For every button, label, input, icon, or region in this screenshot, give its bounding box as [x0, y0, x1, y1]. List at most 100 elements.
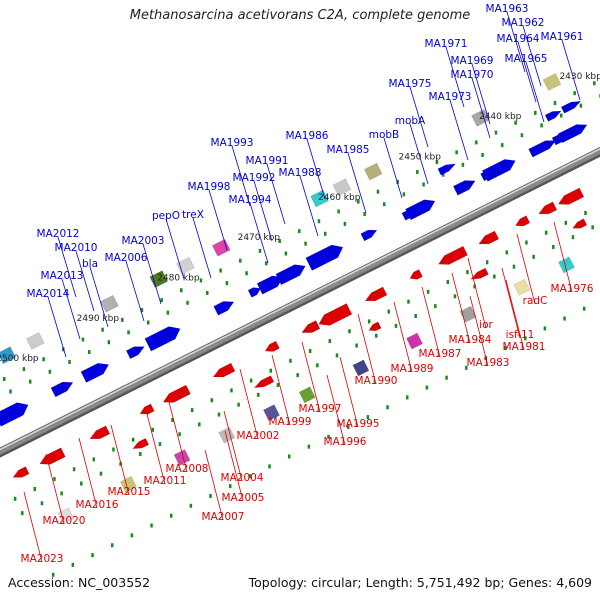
- gene-label: MA1995: [337, 418, 380, 430]
- label-leader-line: [506, 11, 526, 73]
- label-leader-line: [326, 374, 346, 446]
- gene-label: MA1991: [246, 155, 289, 167]
- track-dot: [445, 375, 448, 380]
- track-dot: [139, 451, 142, 456]
- reverse-gene-arrow: [470, 267, 489, 280]
- forward-gene-arrow: [125, 346, 145, 360]
- track-dot: [158, 442, 162, 447]
- track-dot: [560, 113, 563, 118]
- reverse-gene-arrow: [162, 384, 191, 403]
- tick-labels: 2430 kbp 2440 kbp 2450 kbp 2460 kbp 2470 kbp…: [0, 72, 600, 364]
- track-dot: [485, 260, 489, 265]
- forward-gene-box: [149, 270, 168, 288]
- track-dot: [455, 150, 458, 155]
- label-leader-line: [561, 39, 581, 101]
- track-dot: [112, 447, 115, 452]
- track-dot: [258, 248, 262, 253]
- track-dot: [101, 327, 104, 332]
- reverse-gene-arrow: [253, 375, 275, 389]
- forward-gene-box: [26, 332, 45, 350]
- gene-label: MA1963: [486, 3, 529, 15]
- gene-label: MA2016: [76, 499, 119, 511]
- track-dot: [453, 294, 457, 299]
- track-dot: [407, 299, 410, 304]
- reverse-gene-box: [459, 305, 477, 323]
- track-dot: [434, 304, 437, 309]
- track-dot: [60, 491, 63, 496]
- label-leader-line: [301, 341, 321, 413]
- track-dot: [375, 333, 378, 338]
- reverse-gene-arrow: [557, 187, 585, 205]
- gene-label: MA1973: [429, 91, 472, 103]
- track-dot: [284, 251, 288, 256]
- label-leader-line: [553, 221, 573, 293]
- track-dot: [62, 347, 65, 352]
- tick-label: 2440 kbp: [479, 112, 522, 122]
- gene-label: MA2014: [27, 288, 70, 300]
- label-leader-line: [451, 272, 471, 344]
- gene-label: MA2007: [202, 511, 245, 523]
- gene-label: MA1986: [286, 130, 329, 142]
- label-leader-line: [125, 260, 145, 322]
- track-dot: [402, 192, 406, 197]
- label-leader-line: [192, 217, 212, 279]
- reverse-gene-arrow: [301, 320, 321, 333]
- label-leader-line: [467, 257, 487, 329]
- reverse-gene-arrow: [264, 340, 280, 352]
- reverse-gene-arrow: [318, 303, 353, 326]
- track-dot: [367, 319, 371, 324]
- tick-label: 2500 kbp: [0, 354, 39, 364]
- track-dot: [323, 231, 327, 236]
- track-dot: [382, 202, 386, 207]
- track-dot: [245, 271, 248, 276]
- label-leaders: [23, 11, 581, 563]
- gene-label: MA1998: [188, 181, 231, 193]
- label-leader-line: [445, 46, 465, 108]
- tick-label: 2480 kbp: [157, 273, 200, 283]
- track-dot: [394, 323, 398, 328]
- gene-label: MA2011: [144, 475, 187, 487]
- track-dot: [337, 209, 340, 214]
- label-leader-line: [208, 189, 228, 251]
- reverse-gene-box: [406, 332, 423, 350]
- label-leader-line: [266, 163, 286, 225]
- forward-gene-box: [363, 162, 383, 181]
- track-dot: [475, 140, 478, 145]
- forward-gene-arrow: [305, 244, 344, 271]
- track-dot: [525, 240, 528, 245]
- tick-label: 2490 kbp: [77, 314, 120, 324]
- track-dot: [186, 300, 189, 305]
- track-dot: [225, 281, 229, 286]
- label-leader-line: [299, 175, 319, 237]
- gene-label: treX: [182, 209, 204, 221]
- label-leader-line: [306, 138, 326, 200]
- track-dot: [563, 316, 566, 321]
- track-dot: [228, 484, 232, 489]
- reverse-gene-box: [298, 386, 316, 404]
- tick-label: 2430 kbp: [559, 72, 600, 82]
- track-dot: [357, 199, 360, 204]
- track-dot: [150, 523, 153, 528]
- track-dot: [494, 130, 498, 135]
- track-dot: [22, 367, 26, 372]
- track-dot: [552, 245, 555, 250]
- track-dot: [504, 346, 507, 351]
- forward-gene-arrow: [213, 301, 235, 316]
- track-dot: [335, 353, 339, 358]
- track-dot: [540, 123, 543, 128]
- track-dot: [287, 454, 291, 459]
- track-dot: [422, 182, 425, 187]
- label-leader-line: [110, 424, 130, 496]
- gene-label: MA1971: [425, 38, 468, 50]
- gene-label: MA1999: [269, 416, 312, 428]
- label-leader-line: [224, 430, 244, 502]
- label-leader-line: [89, 266, 109, 328]
- track-dot: [264, 261, 268, 266]
- genome-backbone: [0, 146, 600, 458]
- track-dot: [248, 474, 252, 479]
- track-dot: [3, 376, 6, 381]
- gene-label: MA1988: [279, 167, 322, 179]
- track-dot: [553, 101, 557, 106]
- backbone-highlight: [0, 148, 600, 451]
- track-dot: [276, 382, 280, 387]
